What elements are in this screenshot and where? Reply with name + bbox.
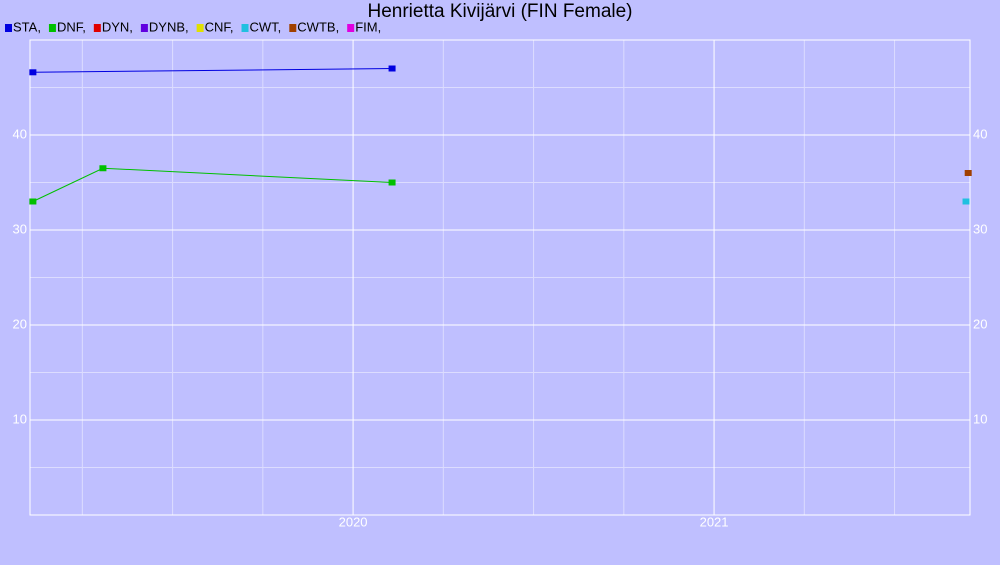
legend-label: STA,: [13, 19, 41, 34]
data-point: [388, 65, 396, 72]
legend-swatch: [289, 24, 297, 32]
legend-swatch: [93, 24, 101, 32]
chart-title: Henrietta Kivijärvi (FIN Female): [368, 1, 633, 22]
legend-swatch: [140, 24, 148, 32]
y2-tick-label: 40: [973, 126, 987, 141]
data-point: [29, 198, 37, 205]
y-tick-label: 10: [13, 411, 27, 426]
y-tick-label: 40: [13, 126, 27, 141]
legend-swatch: [241, 24, 249, 32]
data-point: [962, 198, 970, 205]
data-point: [99, 165, 107, 172]
y2-tick-label: 20: [973, 316, 987, 331]
legend-label: CWT,: [250, 19, 282, 34]
plot-frame: [29, 39, 971, 516]
data-point: [388, 179, 396, 186]
x-tick-label: 2020: [339, 514, 368, 529]
legend-swatch: [196, 24, 204, 32]
legend-swatch: [347, 24, 355, 32]
legend-swatch: [5, 24, 12, 32]
data-point: [29, 69, 37, 76]
legend-label: CNF,: [205, 19, 234, 34]
y2-tick-label: 10: [973, 411, 987, 426]
y2-tick-label: 30: [973, 221, 987, 236]
series-line: [32, 68, 393, 73]
data-point: [964, 170, 972, 176]
y-tick-label: 20: [13, 316, 27, 331]
x-tick-label: 2021: [700, 514, 729, 529]
legend-label: CWTB,: [297, 19, 339, 34]
legend-label: FIM,: [355, 19, 381, 34]
legend-swatch: [48, 24, 56, 32]
y-tick-label: 30: [13, 221, 27, 236]
legend-label: DNF,: [57, 19, 86, 34]
legend-label: DYN,: [102, 19, 133, 34]
legend-label: DYNB,: [149, 19, 189, 34]
